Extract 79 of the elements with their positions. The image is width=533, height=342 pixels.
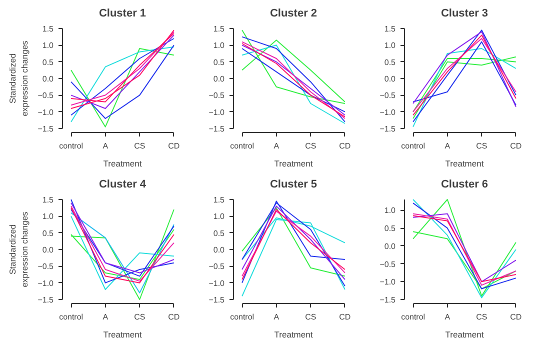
y-tick-label: 1.0 — [384, 206, 396, 216]
y-tick-label: 0.0 — [42, 74, 54, 84]
y-tick-label: 0.5 — [384, 58, 396, 67]
x-tick-label: A — [274, 142, 280, 150]
y-tick-label: −1.5 — [380, 296, 396, 304]
y-tick-label: 1.5 — [213, 24, 226, 34]
x-tick-label: A — [274, 312, 280, 322]
chart-title: Cluster 3 — [440, 8, 488, 20]
y-tick-label: −0.5 — [38, 262, 54, 272]
x-tick-label: A — [444, 312, 451, 322]
y-tick-label: 1.0 — [42, 41, 54, 50]
x-tick-label: A — [444, 142, 451, 150]
x-tick-label: CS — [476, 142, 488, 150]
x-tick-label: CS — [476, 312, 488, 322]
x-tick-label: CS — [305, 142, 316, 150]
y-tick-label: −1.5 — [38, 124, 54, 134]
chart-title: Cluster 6 — [440, 178, 488, 190]
y-tick-label: 0.5 — [213, 58, 226, 67]
x-tick-label: control — [401, 312, 426, 322]
y-tick-label: −0.5 — [380, 91, 396, 100]
y-tick-label: −1.5 — [208, 124, 226, 134]
x-tick-label: CS — [134, 142, 146, 150]
y-tick-label: 1.0 — [42, 212, 54, 222]
x-tick-label: CD — [339, 312, 351, 322]
y-tick-label: 1.5 — [384, 24, 396, 34]
y-tick-label: −0.5 — [208, 262, 226, 272]
y-axis-title: Standardized expression changes — [8, 40, 30, 116]
x-tick-label: CD — [339, 142, 351, 150]
x-axis-title: Treatment — [274, 330, 314, 340]
x-axis-title: Treatment — [445, 330, 484, 340]
x-axis-title: Treatment — [274, 158, 314, 168]
chart-title: Cluster 5 — [270, 178, 318, 190]
y-tick-label: −1.5 — [38, 296, 54, 304]
x-tick-label: control — [230, 312, 254, 322]
y-tick-label: 0.5 — [384, 224, 396, 234]
x-tick-label: control — [230, 142, 254, 150]
x-tick-label: control — [59, 312, 84, 322]
y-tick-label: 0.0 — [213, 246, 226, 254]
x-tick-label: CD — [168, 142, 180, 150]
x-tick-label: A — [102, 312, 109, 322]
x-tick-label: CS — [134, 312, 146, 322]
x-tick-label: CS — [305, 312, 316, 322]
chart-title: Cluster 1 — [98, 8, 146, 20]
y-tick-label: 0.5 — [42, 228, 54, 238]
x-axis-title: Treatment — [445, 158, 484, 168]
y-tick-label: −0.5 — [38, 91, 54, 100]
y-tick-label: −0.5 — [208, 91, 226, 100]
y-tick-label: −1.5 — [380, 124, 396, 134]
y-tick-label: −1.0 — [380, 108, 396, 117]
x-tick-label: control — [401, 142, 426, 150]
x-axis-title: Treatment — [103, 330, 142, 340]
x-axis-title: Treatment — [103, 158, 142, 168]
x-tick-label: CD — [510, 142, 522, 150]
y-tick-label: 1.5 — [42, 24, 54, 34]
y-tick-label: 0.5 — [42, 58, 54, 67]
y-tick-label: 1.0 — [384, 41, 396, 50]
y-tick-label: 0.0 — [384, 74, 396, 84]
y-tick-label: −1.5 — [208, 296, 226, 304]
x-tick-label: CD — [510, 312, 522, 322]
y-tick-label: −1.0 — [38, 108, 54, 117]
y-tick-label: 0.0 — [213, 74, 226, 84]
y-tick-label: 1.5 — [213, 196, 226, 204]
chart-title: Cluster 4 — [98, 178, 147, 190]
y-axis-title: Standardized expression changes — [8, 212, 30, 288]
y-tick-label: −1.0 — [208, 278, 226, 288]
y-tick-label: −1.0 — [38, 278, 54, 288]
y-tick-label: −1.0 — [208, 108, 226, 117]
y-tick-label: 1.0 — [213, 41, 226, 50]
y-tick-label: 1.5 — [42, 196, 54, 204]
y-tick-label: 0.5 — [213, 228, 226, 238]
y-tick-label: 1.0 — [213, 212, 226, 222]
y-tick-label: −1.0 — [380, 278, 396, 287]
chart-title: Cluster 2 — [270, 8, 318, 20]
y-tick-label: 0.0 — [42, 246, 54, 254]
y-tick-label: −0.5 — [380, 260, 396, 269]
x-tick-label: A — [102, 142, 109, 150]
y-tick-label: 0.0 — [384, 242, 396, 251]
x-tick-label: CD — [168, 312, 180, 322]
x-tick-label: control — [59, 142, 84, 150]
